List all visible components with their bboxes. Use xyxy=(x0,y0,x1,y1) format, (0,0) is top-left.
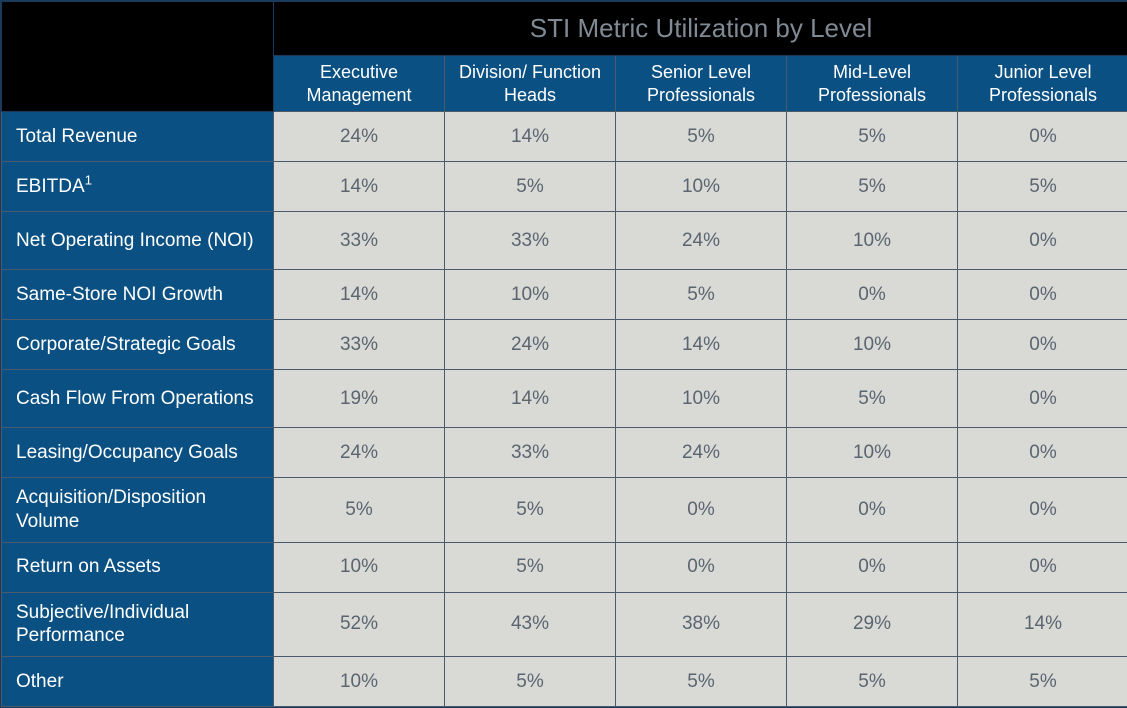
table-row: Total Revenue24%14%5%5%0% xyxy=(2,112,1127,162)
data-cell: 0% xyxy=(958,370,1127,428)
data-cell: 0% xyxy=(958,270,1127,320)
row-header: Net Operating Income (NOI) xyxy=(2,212,274,270)
table-row: Leasing/Occupancy Goals24%33%24%10%0% xyxy=(2,428,1127,478)
row-header: Return on Assets xyxy=(2,542,274,592)
row-header: Cash Flow From Operations xyxy=(2,370,274,428)
table-row: Corporate/Strategic Goals33%24%14%10%0% xyxy=(2,320,1127,370)
data-cell: 5% xyxy=(445,542,616,592)
data-table: STI Metric Utilization by Level Executiv… xyxy=(1,1,1127,707)
table-row: Other10%5%5%5%5% xyxy=(2,657,1127,707)
table-row: Same-Store NOI Growth14%10%5%0%0% xyxy=(2,270,1127,320)
data-cell: 24% xyxy=(616,428,787,478)
title-row: STI Metric Utilization by Level xyxy=(2,2,1127,56)
col-head-1: Division/ Function Heads xyxy=(445,56,616,112)
data-cell: 10% xyxy=(616,370,787,428)
data-cell: 14% xyxy=(274,270,445,320)
data-cell: 10% xyxy=(787,428,958,478)
data-cell: 0% xyxy=(787,542,958,592)
data-cell: 5% xyxy=(787,112,958,162)
table-row: EBITDA114%5%10%5%5% xyxy=(2,162,1127,212)
table-body: Total Revenue24%14%5%5%0%EBITDA114%5%10%… xyxy=(2,112,1127,707)
data-cell: 24% xyxy=(445,320,616,370)
data-cell: 14% xyxy=(445,370,616,428)
data-cell: 5% xyxy=(616,112,787,162)
data-cell: 43% xyxy=(445,592,616,657)
data-cell: 10% xyxy=(787,320,958,370)
table-row: Cash Flow From Operations19%14%10%5%0% xyxy=(2,370,1127,428)
row-header: Total Revenue xyxy=(2,112,274,162)
data-cell: 19% xyxy=(274,370,445,428)
table-title: STI Metric Utilization by Level xyxy=(274,2,1127,56)
data-cell: 0% xyxy=(958,112,1127,162)
table-row: Subjective/Individual Performance52%43%3… xyxy=(2,592,1127,657)
row-header: Same-Store NOI Growth xyxy=(2,270,274,320)
table-row: Acquisition/Disposition Volume5%5%0%0%0% xyxy=(2,478,1127,543)
data-cell: 0% xyxy=(958,320,1127,370)
data-cell: 0% xyxy=(958,542,1127,592)
data-cell: 0% xyxy=(616,478,787,543)
data-cell: 5% xyxy=(616,270,787,320)
data-cell: 24% xyxy=(274,428,445,478)
row-header: Other xyxy=(2,657,274,707)
data-cell: 5% xyxy=(616,657,787,707)
footnote-marker: 1 xyxy=(85,172,92,187)
data-cell: 14% xyxy=(958,592,1127,657)
row-header: Subjective/Individual Performance xyxy=(2,592,274,657)
data-cell: 0% xyxy=(958,478,1127,543)
table-row: Return on Assets10%5%0%0%0% xyxy=(2,542,1127,592)
data-cell: 5% xyxy=(958,657,1127,707)
data-cell: 33% xyxy=(274,212,445,270)
data-cell: 5% xyxy=(445,657,616,707)
data-cell: 5% xyxy=(787,657,958,707)
data-cell: 10% xyxy=(616,162,787,212)
data-cell: 33% xyxy=(445,428,616,478)
data-cell: 5% xyxy=(445,478,616,543)
data-cell: 5% xyxy=(445,162,616,212)
data-cell: 38% xyxy=(616,592,787,657)
data-cell: 0% xyxy=(616,542,787,592)
data-cell: 0% xyxy=(787,270,958,320)
data-cell: 10% xyxy=(445,270,616,320)
data-cell: 0% xyxy=(787,478,958,543)
data-cell: 5% xyxy=(274,478,445,543)
row-header: Leasing/Occupancy Goals xyxy=(2,428,274,478)
data-cell: 52% xyxy=(274,592,445,657)
data-cell: 14% xyxy=(445,112,616,162)
data-cell: 10% xyxy=(274,657,445,707)
sti-metric-table: STI Metric Utilization by Level Executiv… xyxy=(0,0,1127,708)
data-cell: 14% xyxy=(274,162,445,212)
row-header: EBITDA1 xyxy=(2,162,274,212)
data-cell: 29% xyxy=(787,592,958,657)
data-cell: 24% xyxy=(274,112,445,162)
col-head-4: Junior Level Professionals xyxy=(958,56,1127,112)
data-cell: 33% xyxy=(274,320,445,370)
data-cell: 24% xyxy=(616,212,787,270)
col-head-3: Mid-Level Professionals xyxy=(787,56,958,112)
col-head-0: Executive Management xyxy=(274,56,445,112)
data-cell: 0% xyxy=(958,212,1127,270)
data-cell: 10% xyxy=(787,212,958,270)
data-cell: 10% xyxy=(274,542,445,592)
data-cell: 0% xyxy=(958,428,1127,478)
data-cell: 5% xyxy=(787,162,958,212)
row-header: Acquisition/Disposition Volume xyxy=(2,478,274,543)
corner-blank xyxy=(2,2,274,112)
table-row: Net Operating Income (NOI)33%33%24%10%0% xyxy=(2,212,1127,270)
data-cell: 33% xyxy=(445,212,616,270)
data-cell: 5% xyxy=(787,370,958,428)
data-cell: 5% xyxy=(958,162,1127,212)
data-cell: 14% xyxy=(616,320,787,370)
col-head-2: Senior Level Professionals xyxy=(616,56,787,112)
row-header: Corporate/Strategic Goals xyxy=(2,320,274,370)
